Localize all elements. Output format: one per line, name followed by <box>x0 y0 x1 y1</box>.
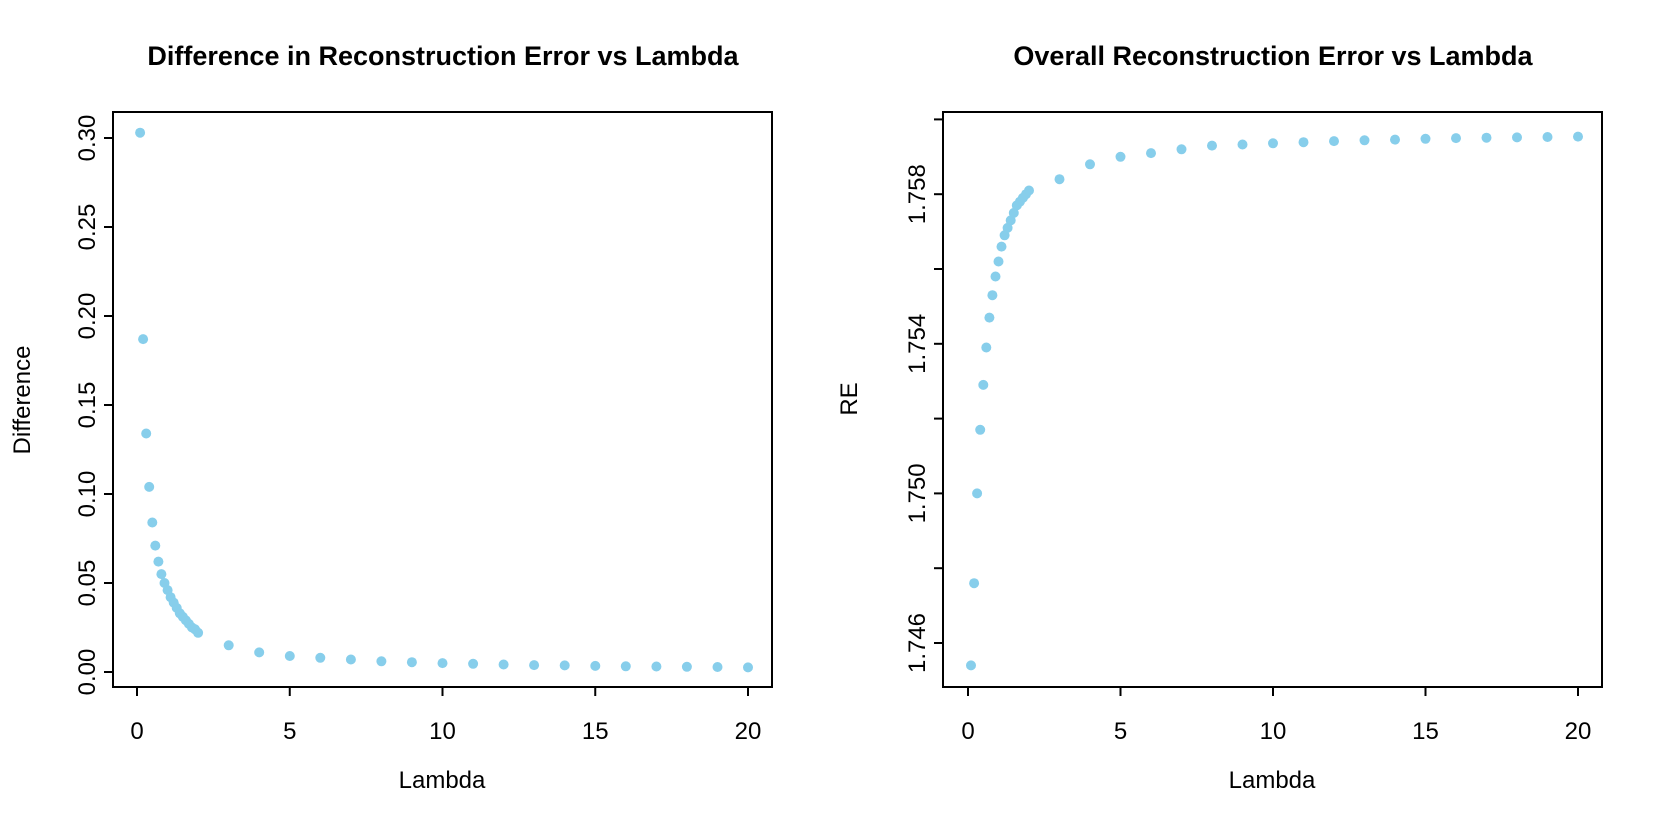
data-point <box>437 658 448 669</box>
y-tick-label: 0.25 <box>74 204 101 251</box>
data-point <box>144 481 155 492</box>
x-tick-label: 20 <box>1565 718 1592 745</box>
data-point <box>1390 134 1400 145</box>
data-point <box>1176 144 1187 155</box>
x-axis-label-left: Lambda <box>399 767 486 794</box>
data-point <box>1115 151 1126 162</box>
data-point <box>498 659 509 670</box>
data-point <box>1207 140 1217 151</box>
data-point <box>376 656 387 667</box>
data-point <box>345 654 356 665</box>
y-tick-label: 1.750 <box>904 463 931 523</box>
data-point <box>1146 148 1156 159</box>
data-point <box>315 652 326 663</box>
data-point <box>984 312 995 323</box>
data-point <box>969 578 980 589</box>
y-tick-label: 0.00 <box>74 649 101 696</box>
plot-box <box>942 111 1603 688</box>
chart-title-difference: Difference in Reconstruction Error vs La… <box>147 41 739 71</box>
data-point <box>975 424 986 435</box>
data-point <box>1268 138 1278 149</box>
y-tick-label: 0.15 <box>74 382 101 429</box>
data-point <box>681 661 692 672</box>
data-point <box>193 627 204 638</box>
data-point <box>1002 222 1013 233</box>
data-point <box>1085 159 1095 170</box>
data-point <box>978 379 989 390</box>
plot-box <box>112 111 773 688</box>
x-tick-label: 5 <box>283 718 296 745</box>
y-axis-label-re: RE <box>836 382 863 415</box>
data-point <box>406 657 417 668</box>
data-point <box>1512 132 1522 143</box>
y-tick-label: 0.05 <box>74 560 101 607</box>
x-tick-label: 5 <box>1114 718 1127 745</box>
data-point <box>150 540 161 551</box>
data-point <box>529 660 540 671</box>
data-point <box>1573 131 1583 142</box>
data-point <box>156 569 167 580</box>
data-point <box>981 342 992 353</box>
scatter-plot-overall-re: 0 5 10 15 20 1.746 1.750 1.754 1.758 <box>904 111 1603 745</box>
data-point <box>1024 185 1034 196</box>
data-point <box>743 662 753 673</box>
data-point <box>712 662 723 672</box>
y-tick-label: 0.30 <box>74 115 101 162</box>
y-tick-label: 0.10 <box>74 471 101 518</box>
y-tick-label: 1.758 <box>904 164 931 224</box>
x-tick-label: 0 <box>961 718 974 745</box>
data-point <box>987 290 998 301</box>
data-point <box>972 488 983 499</box>
y-tick-label: 1.746 <box>904 613 931 673</box>
x-axis-label-right: Lambda <box>1229 767 1316 794</box>
x-tick-label: 0 <box>130 718 143 745</box>
x-tick-label: 10 <box>1260 718 1287 745</box>
data-point <box>590 660 601 671</box>
y-tick-label: 1.754 <box>904 314 931 374</box>
data-point <box>620 661 631 672</box>
data-point <box>1451 133 1461 144</box>
data-point <box>135 127 146 138</box>
data-point <box>284 651 295 661</box>
y-tick-label: 0.20 <box>74 293 101 340</box>
data-point <box>1005 215 1016 226</box>
x-tick-label: 10 <box>429 718 456 745</box>
x-tick-label: 15 <box>1412 718 1439 745</box>
data-point <box>141 428 152 439</box>
data-point <box>1298 137 1309 148</box>
data-point <box>1329 136 1339 147</box>
data-point <box>1481 132 1492 143</box>
data-point <box>1237 139 1248 150</box>
data-point <box>254 647 265 658</box>
scatter-plot-difference: 0 5 10 15 20 0.00 0.05 0.10 0.15 0.20 0.25 0.30 <box>74 111 773 745</box>
data-point <box>1542 132 1553 142</box>
data-point <box>996 241 1007 252</box>
data-point <box>1420 133 1431 144</box>
data-point <box>1054 174 1065 185</box>
x-tick-label: 15 <box>582 718 609 745</box>
data-point <box>651 661 662 672</box>
data-point <box>1359 135 1370 146</box>
data-point <box>993 256 1004 267</box>
data-point <box>153 556 164 567</box>
data-point <box>966 660 976 671</box>
y-axis-label-difference: Difference <box>9 346 36 455</box>
data-point <box>1008 207 1019 218</box>
data-point <box>990 271 1001 282</box>
data-point <box>559 660 570 671</box>
x-tick-label: 20 <box>735 718 762 745</box>
data-point <box>138 334 149 345</box>
data-point <box>223 640 234 651</box>
data-point <box>147 517 158 528</box>
chart-title-overall-re: Overall Reconstruction Error vs Lambda <box>1013 41 1533 71</box>
data-point <box>468 658 479 669</box>
